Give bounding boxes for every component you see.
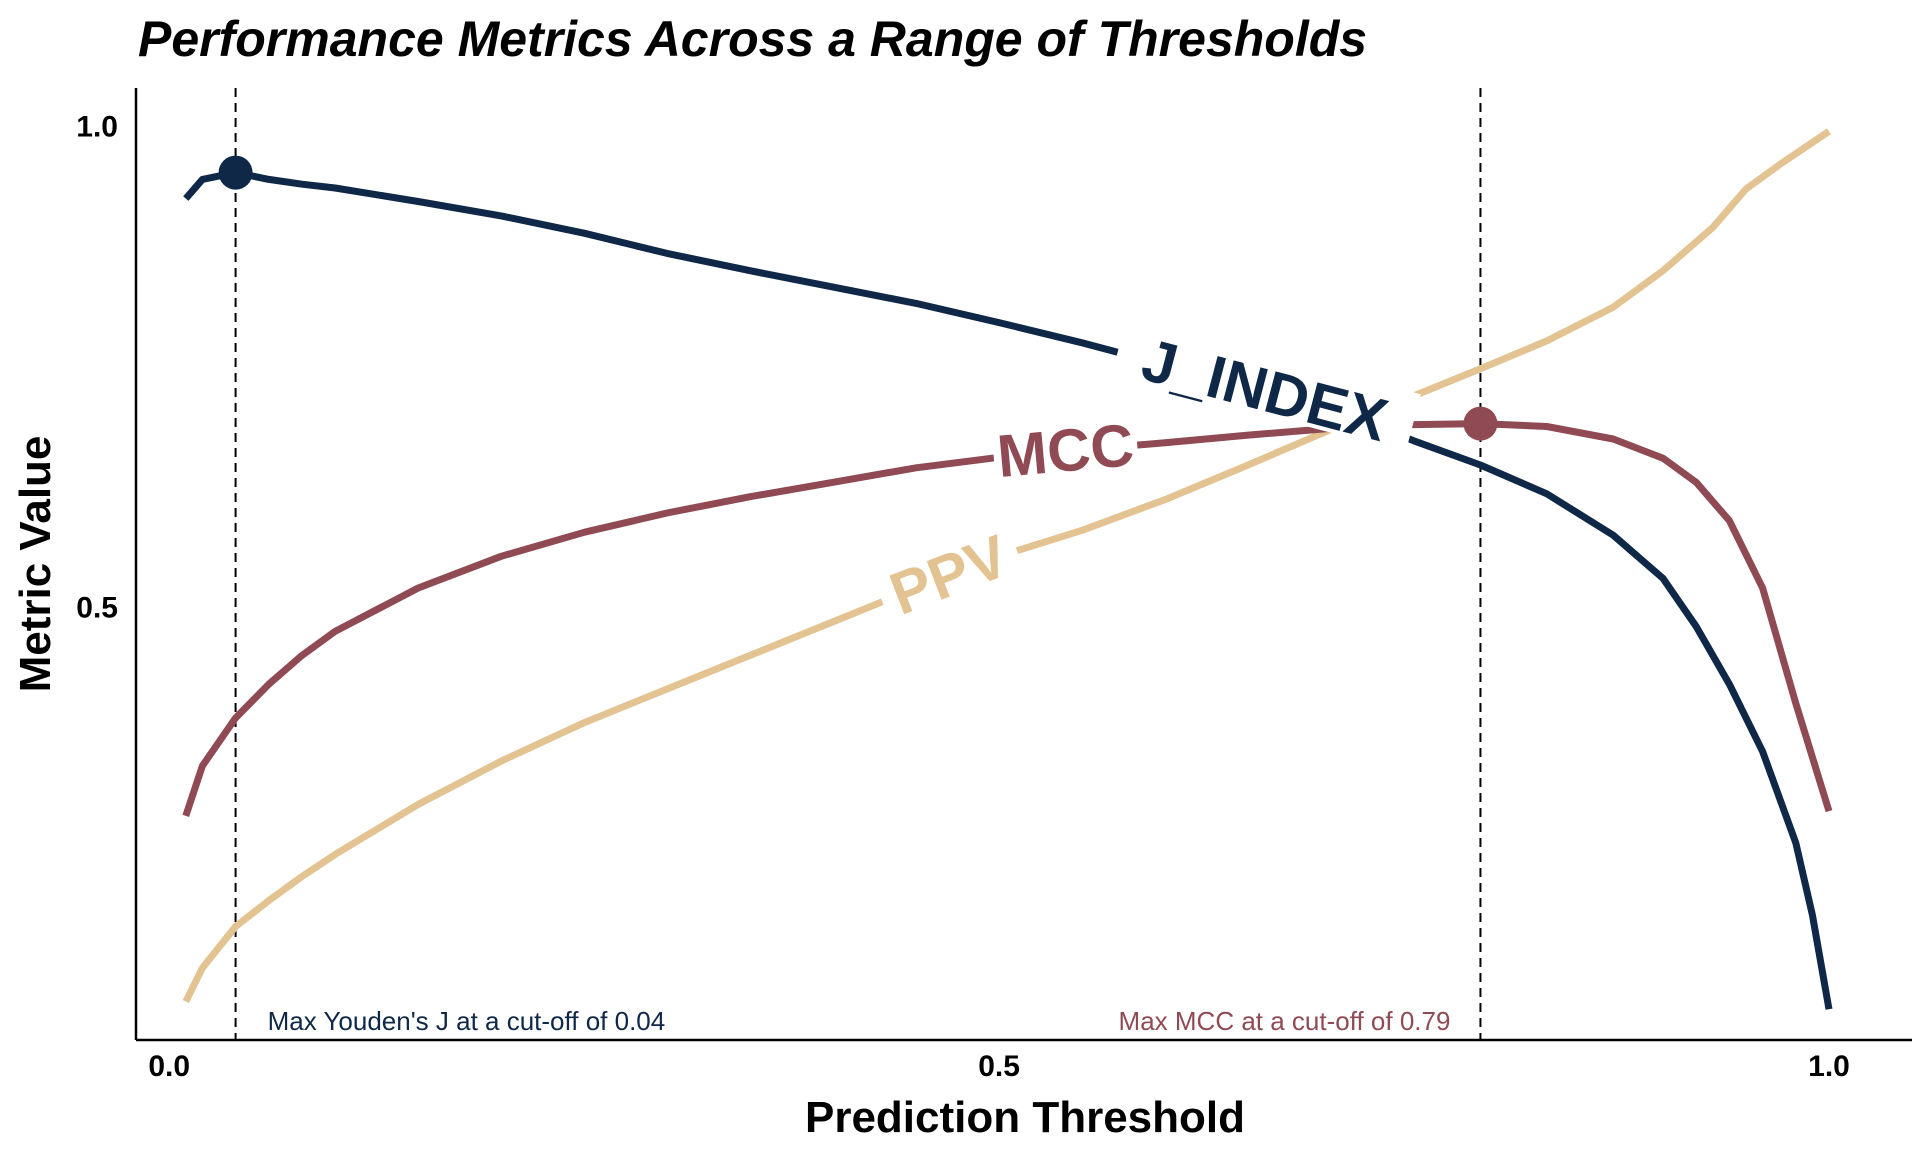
x-axis-title: Prediction Threshold [805,1093,1245,1142]
chart-title: Performance Metrics Across a Range of Th… [138,11,1367,67]
series-label-group: PPV [869,515,1026,628]
y-tick-label: 1.0 [76,110,118,143]
y-tick-label: 0.5 [76,591,118,624]
series-label-knockout [869,515,1026,624]
series-line-j-index [183,169,1833,1010]
x-tick-label: 1.0 [1808,1050,1850,1083]
series-label-group: MCC [990,408,1140,490]
max-marker [1463,406,1498,441]
y-axis-title: Metric Value [11,436,60,693]
series-label-group: J_INDEX [1111,317,1421,454]
cutoff-annotation: Max MCC at a cut-off of 0.79 [1119,1006,1451,1036]
series-label: MCC [994,411,1136,490]
series-label-knockout [1111,317,1421,453]
series-label-knockout [990,408,1140,482]
x-tick-label: 0.5 [978,1050,1020,1083]
max-marker [218,155,253,190]
cutoff-annotation: Max Youden's J at a cut-off of 0.04 [268,1006,666,1036]
x-tick-label: 0.0 [148,1050,190,1083]
